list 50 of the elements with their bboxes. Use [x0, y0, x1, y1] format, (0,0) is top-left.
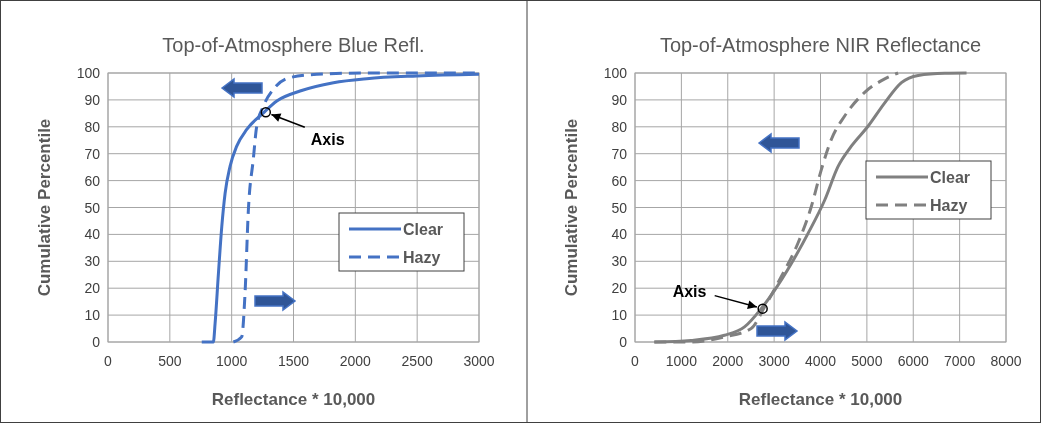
- x-tick-label: 8000: [990, 353, 1022, 369]
- legend-label: Clear: [930, 169, 971, 186]
- y-tick-label: 40: [84, 226, 101, 243]
- y-tick-label: 60: [84, 172, 101, 189]
- legend-label: Clear: [403, 221, 444, 238]
- x-tick-label: 3000: [758, 353, 790, 369]
- y-tick-label: 100: [76, 65, 101, 81]
- x-tick-label: 2000: [339, 353, 372, 369]
- annotation: Axis: [672, 282, 707, 300]
- x-tick-label: 2500: [401, 353, 433, 369]
- x-tick-label: 1000: [216, 353, 248, 369]
- x-tick-label: 2000: [712, 353, 744, 369]
- x-tick-label: 1500: [277, 353, 310, 369]
- y-tick-label: 50: [611, 199, 628, 216]
- x-tick-label: 0: [631, 353, 640, 369]
- chart-title: Top-of-Atmosphere NIR Reflectance: [659, 34, 982, 56]
- y-tick-label: 50: [84, 199, 101, 216]
- y-tick-label: 20: [84, 280, 101, 297]
- chart-title: Top-of-Atmosphere Blue Refl.: [162, 34, 425, 56]
- y-tick-label: 20: [611, 280, 628, 297]
- annotation: Axis: [310, 131, 345, 149]
- y-tick-label: 40: [611, 226, 628, 243]
- y-tick-label: 70: [84, 145, 101, 162]
- y-tick-label: 60: [611, 172, 628, 189]
- legend-label: Hazy: [403, 249, 441, 266]
- x-tick-label: 1000: [665, 353, 698, 369]
- y-tick-label: 80: [84, 118, 101, 135]
- legend-label: Hazy: [930, 197, 968, 214]
- y-tick-label: 90: [611, 91, 628, 108]
- y-axis-title: Cumulative Percentile: [35, 118, 54, 297]
- y-tick-label: 0: [92, 334, 101, 350]
- y-tick-label: 30: [84, 253, 101, 270]
- x-tick-label: 0: [104, 353, 113, 369]
- x-tick-label: 4000: [804, 353, 837, 369]
- y-tick-label: 30: [611, 253, 628, 270]
- x-axis-title: Reflectance * 10,000: [738, 390, 903, 409]
- y-tick-label: 10: [84, 307, 101, 324]
- x-tick-label: 6000: [897, 353, 930, 369]
- y-tick-label: 90: [84, 91, 101, 108]
- y-tick-label: 80: [611, 118, 628, 135]
- y-tick-label: 70: [611, 145, 628, 162]
- y-axis-title: Cumulative Percentile: [562, 118, 581, 297]
- x-tick-label: 500: [158, 353, 182, 369]
- x-axis-title: Reflectance * 10,000: [211, 390, 376, 409]
- y-tick-label: 0: [619, 334, 628, 350]
- x-tick-label: 7000: [944, 353, 976, 369]
- y-tick-label: 100: [603, 65, 628, 81]
- y-tick-label: 10: [611, 307, 628, 324]
- x-tick-label: 5000: [851, 353, 883, 369]
- x-tick-label: 3000: [463, 353, 495, 369]
